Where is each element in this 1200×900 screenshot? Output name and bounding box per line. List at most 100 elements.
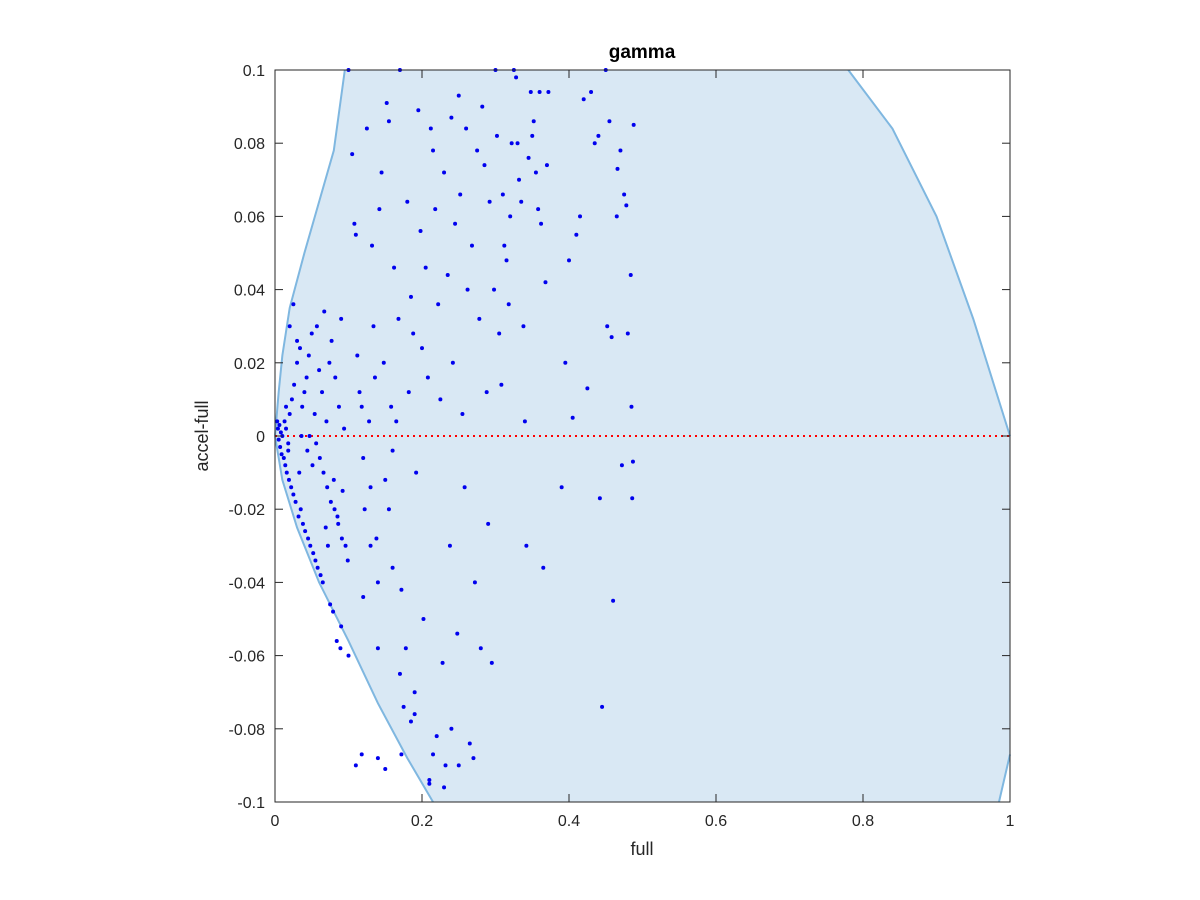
data-point	[629, 404, 634, 409]
data-point	[401, 704, 406, 709]
data-point	[574, 232, 579, 237]
region-edge-lower-right	[998, 754, 1011, 803]
data-point	[307, 434, 312, 438]
data-point	[305, 448, 310, 453]
data-point	[359, 404, 364, 409]
x-tick-label: 0.6	[705, 813, 727, 830]
data-point	[371, 324, 376, 329]
data-point	[427, 778, 432, 783]
data-point	[289, 485, 294, 490]
data-point	[600, 704, 605, 709]
data-point	[442, 170, 447, 175]
x-tick-label: 0.8	[852, 813, 874, 830]
data-point	[287, 324, 292, 329]
data-point	[353, 232, 358, 237]
data-point	[504, 258, 509, 263]
data-point	[370, 243, 375, 248]
y-tick-label: 0	[256, 429, 265, 446]
data-point	[427, 781, 432, 786]
data-point	[408, 294, 413, 299]
data-point	[286, 448, 291, 453]
data-point	[486, 521, 491, 526]
data-point	[431, 148, 436, 153]
data-point	[362, 507, 367, 512]
data-point	[472, 580, 477, 585]
data-point	[434, 734, 439, 739]
data-point	[384, 100, 389, 105]
data-point	[339, 316, 344, 321]
data-point	[589, 89, 594, 94]
region-edge-upper-left	[274, 69, 346, 437]
data-point	[614, 214, 619, 219]
data-point	[368, 485, 373, 490]
data-point	[458, 192, 463, 197]
data-point	[276, 437, 281, 442]
data-point	[279, 452, 284, 457]
data-point	[346, 653, 351, 658]
data-point	[517, 177, 522, 182]
data-point	[524, 543, 529, 548]
data-point	[386, 119, 391, 124]
data-point	[460, 412, 465, 417]
data-point	[353, 763, 358, 768]
data-point	[317, 368, 322, 373]
data-point	[592, 141, 597, 146]
x-tick-label: 1	[1006, 813, 1015, 830]
data-point	[408, 719, 413, 724]
region-edge-upper-right	[847, 69, 1011, 437]
data-point	[405, 199, 410, 204]
data-point	[403, 646, 408, 651]
data-point	[420, 346, 424, 351]
data-point	[345, 558, 350, 563]
data-point	[284, 426, 289, 431]
data-point	[291, 492, 296, 497]
data-point	[390, 565, 395, 570]
data-point	[618, 148, 623, 153]
data-point	[275, 426, 280, 431]
data-point	[292, 382, 297, 387]
data-point	[622, 192, 627, 197]
data-point	[456, 763, 461, 768]
data-point	[406, 390, 411, 395]
data-point	[367, 419, 372, 424]
data-point	[339, 624, 344, 629]
y-tick-label: -0.1	[237, 795, 265, 812]
data-point	[295, 360, 300, 365]
data-point	[396, 316, 401, 321]
data-point	[323, 525, 328, 530]
data-point	[418, 229, 423, 234]
data-point	[500, 192, 505, 197]
data-point	[333, 375, 338, 380]
data-point	[300, 521, 305, 526]
data-point	[596, 133, 601, 138]
data-point	[630, 496, 635, 501]
data-point	[375, 646, 380, 651]
data-point	[289, 397, 294, 402]
data-point	[425, 375, 430, 380]
data-point	[528, 89, 533, 94]
data-point	[293, 499, 298, 504]
data-point	[390, 448, 395, 453]
data-point	[421, 617, 426, 621]
data-point	[607, 119, 612, 124]
data-point	[443, 763, 448, 768]
data-point	[522, 419, 527, 424]
data-point	[412, 690, 417, 695]
data-point	[315, 565, 320, 570]
data-point	[379, 170, 384, 175]
data-point	[431, 752, 436, 757]
data-point	[381, 360, 386, 365]
data-point	[328, 602, 333, 607]
data-point	[546, 89, 551, 94]
data-point	[287, 412, 292, 417]
data-point	[325, 485, 330, 490]
data-point	[286, 477, 291, 482]
data-point	[397, 671, 402, 676]
y-tick-label: -0.04	[229, 575, 266, 592]
data-point	[514, 75, 519, 80]
data-point	[412, 712, 417, 717]
data-point	[350, 152, 355, 157]
data-point	[320, 390, 325, 395]
data-point	[303, 529, 308, 534]
